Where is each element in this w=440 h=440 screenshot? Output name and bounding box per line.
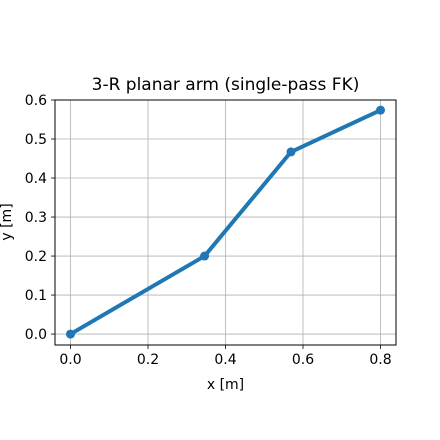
ticks: 0.0 0.2 0.4 0.6 0.8 0.0 0.1 0.2 0.3 0.4 0.5 0.6 bbox=[25, 93, 392, 368]
chart-title: 3-R planar arm (single-pass FK) bbox=[92, 75, 360, 95]
x-axis-label: x [m] bbox=[207, 377, 244, 393]
joint-marker bbox=[66, 329, 75, 339]
x-tick-label: 0.4 bbox=[214, 352, 236, 368]
y-tick-label: 0.6 bbox=[25, 93, 47, 109]
joint-marker bbox=[286, 147, 296, 157]
y-tick-label: 0.0 bbox=[25, 327, 47, 343]
joint-marker bbox=[200, 251, 210, 261]
x-tick-label: 0.6 bbox=[292, 352, 314, 368]
y-axis-label: y [m] bbox=[0, 203, 15, 240]
arm-series-line bbox=[68, 108, 383, 337]
y-tick-label: 0.5 bbox=[25, 132, 47, 148]
y-tick-label: 0.3 bbox=[25, 210, 47, 226]
plot-area: 0.0 0.2 0.4 0.6 0.8 0.0 0.1 0.2 0.3 0.4 0.5 0.6 bbox=[25, 93, 397, 368]
x-tick-label: 0.2 bbox=[137, 352, 159, 368]
x-tick-label: 0.8 bbox=[369, 352, 391, 368]
y-tick-label: 0.2 bbox=[25, 249, 47, 265]
series-layer bbox=[66, 105, 385, 339]
joint-marker bbox=[376, 105, 385, 115]
x-tick-label: 0.0 bbox=[59, 352, 81, 368]
y-tick-label: 0.1 bbox=[25, 288, 47, 304]
y-tick-label: 0.4 bbox=[25, 171, 47, 187]
